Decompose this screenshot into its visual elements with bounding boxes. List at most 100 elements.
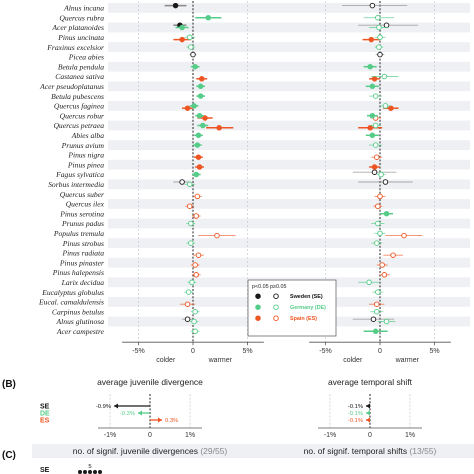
- panel-b-tick-label: 0: [148, 432, 152, 439]
- species-label: Sorbus intermedia: [48, 180, 104, 189]
- panel-b-arrow-head: [366, 417, 370, 423]
- species-label: Larix decidua: [61, 278, 105, 287]
- right-point: [378, 171, 384, 178]
- panel-b-title: average temporal shift: [328, 377, 413, 387]
- panel-c-dot: [93, 470, 97, 474]
- panel-b-tick-label: -1%: [104, 432, 116, 439]
- right-point: [366, 279, 372, 286]
- left-point: [193, 213, 200, 219]
- legend-marker-filled: [255, 304, 261, 310]
- right-point: [371, 169, 378, 175]
- panel-a-axes: -5% 0 5% colder warmer -5% 0 5% colder warmer: [122, 341, 451, 364]
- right-point: [383, 22, 390, 28]
- left-point: [192, 262, 198, 268]
- right-panel-marks: [341, 2, 423, 335]
- left-point: [185, 289, 192, 295]
- species-label: Acer campestre: [56, 327, 105, 336]
- right-tick-label: 0: [378, 348, 382, 355]
- row-stripe: [108, 22, 470, 33]
- panel-c-title: no. of signif. juvenile divergences (29/…: [73, 446, 228, 456]
- right-point: [373, 301, 380, 307]
- row-stripes: [108, 3, 470, 327]
- left-point: [188, 240, 194, 246]
- panel-c-value-label: 5: [88, 464, 91, 470]
- panel-b-arrow-head: [366, 403, 370, 409]
- species-label: Pinus pinea: [67, 160, 104, 169]
- left-point: [186, 34, 193, 41]
- right-point: [375, 289, 381, 295]
- panel-c-title-band: [252, 444, 474, 458]
- left-point: [172, 2, 179, 9]
- left-point: [195, 154, 202, 160]
- panel-b-label: (B): [2, 379, 16, 390]
- left-point: [194, 193, 201, 200]
- right-point: [372, 93, 379, 99]
- left-point: [197, 83, 204, 90]
- row-stripe: [108, 218, 470, 229]
- panel-c-dot: [78, 470, 82, 474]
- species-label: Fagus sylvatica: [55, 170, 104, 179]
- panel-b-country-label: DE: [40, 411, 50, 418]
- panel-b-value-label: -0.1%: [348, 411, 363, 417]
- row-stripe: [108, 3, 470, 13]
- species-label: Abies alba: [71, 131, 104, 140]
- row-stripe: [108, 257, 470, 268]
- row-stripe: [108, 101, 470, 111]
- right-point: [390, 252, 396, 258]
- right-point: [373, 154, 380, 160]
- panel-b: average juvenile divergence average tempo…: [40, 377, 422, 439]
- legend-entry-label: Spain (ES): [290, 316, 317, 322]
- left-point: [197, 93, 204, 99]
- left-point: [186, 181, 193, 188]
- right-point: [367, 125, 373, 131]
- legend-box: [247, 279, 337, 337]
- species-label: Acer pseudoplatanus: [39, 82, 104, 91]
- right-point: [371, 164, 378, 170]
- left-point: [192, 63, 198, 70]
- panel-c-title: no. of signif. temporal shifts (13/55): [304, 446, 437, 456]
- species-label: Betula pubescens: [51, 92, 104, 101]
- right-point: [373, 240, 380, 246]
- left-point: [179, 179, 185, 185]
- left-point: [196, 164, 203, 170]
- right-point: [377, 51, 383, 58]
- right-point: [370, 316, 377, 322]
- panel-c-country-label: SE: [40, 467, 50, 474]
- left-xlabel-colder: colder: [156, 357, 176, 364]
- panel-b-arrow-head: [114, 403, 118, 409]
- panel-b-title: average juvenile divergence: [97, 377, 203, 387]
- right-point: [369, 132, 376, 139]
- right-point: [376, 44, 382, 50]
- species-label: Pinus uncinata: [57, 33, 104, 42]
- panel-c-count: (29/55): [200, 446, 227, 456]
- left-point: [194, 142, 201, 148]
- left-point: [190, 51, 196, 58]
- left-point: [198, 76, 205, 82]
- left-point: [195, 252, 202, 258]
- right-point: [377, 193, 383, 200]
- left-point: [205, 14, 212, 21]
- legend-entry-label: Germany (DE): [290, 305, 326, 311]
- panel-b-tick-label: 1%: [185, 432, 195, 439]
- panel-b-value-label: -0.1%: [348, 404, 363, 410]
- right-point: [383, 210, 390, 217]
- right-point: [388, 105, 394, 111]
- right-point: [375, 203, 381, 209]
- left-point: [196, 112, 203, 119]
- species-label: Picea abies: [68, 53, 104, 62]
- panel-b-country-label: SE: [40, 404, 50, 411]
- species-label: Quercus rubra: [59, 13, 104, 22]
- species-label: Betula pendula: [58, 62, 104, 71]
- panel-b-value-label: -0.1%: [348, 418, 363, 424]
- species-label: Pinus nigra: [67, 151, 104, 160]
- species-label: Castanea sativa: [55, 72, 104, 81]
- species-label: Eucal. camaldulensis: [38, 298, 104, 307]
- left-point: [184, 301, 191, 307]
- left-point: [192, 308, 198, 315]
- right-xlabel-warmer: warmer: [395, 357, 420, 364]
- panel-b-tick-label: 1%: [405, 432, 415, 439]
- species-label: Quercus robur: [60, 111, 104, 120]
- legend-marker-open: [273, 293, 279, 299]
